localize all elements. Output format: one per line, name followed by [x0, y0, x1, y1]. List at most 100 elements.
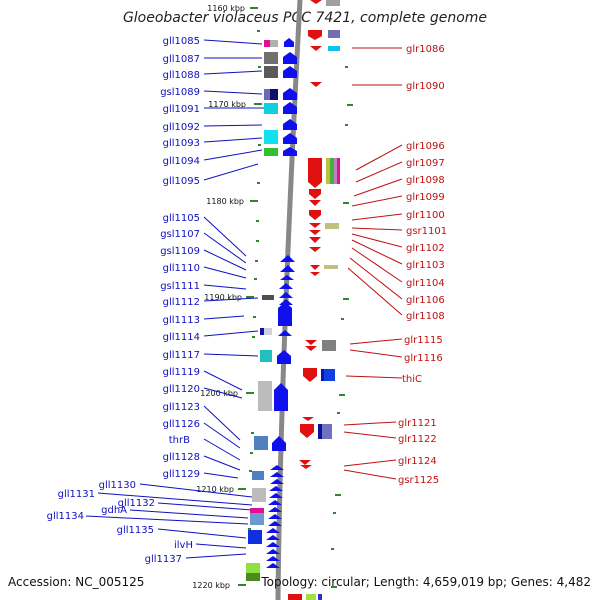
gene-label[interactable]: gll1132 — [118, 498, 155, 509]
gene-block — [326, 0, 340, 6]
gene-label[interactable]: glr1096 — [406, 141, 445, 152]
minor-tick — [345, 66, 348, 68]
gene-block — [262, 295, 274, 300]
gene-label[interactable]: glr1124 — [398, 456, 437, 467]
gene-label[interactable]: gll1112 — [163, 297, 200, 308]
gene-label[interactable]: gll1119 — [163, 367, 200, 378]
gene-label[interactable]: gdhA — [101, 505, 127, 516]
gene-block — [334, 158, 337, 184]
leader-line — [349, 338, 403, 345]
gene-label[interactable]: glr1121 — [398, 418, 437, 429]
gene-label[interactable]: gll1137 — [145, 554, 182, 565]
gene-block — [264, 52, 278, 64]
right-leader-lines — [343, 47, 403, 480]
gene-label[interactable]: glr1086 — [406, 44, 445, 55]
gene-label[interactable]: gll1088 — [163, 70, 200, 81]
gene-label[interactable]: gll1129 — [163, 469, 200, 480]
gene-label[interactable]: glr1122 — [398, 434, 437, 445]
leader-line — [343, 431, 397, 439]
gene-label[interactable]: glr1090 — [406, 81, 445, 92]
gene-label[interactable]: gsr1101 — [406, 226, 447, 237]
gene-label[interactable]: gll1120 — [163, 384, 200, 395]
gene-label[interactable]: gll1123 — [163, 402, 200, 413]
gene-arrow — [283, 52, 297, 64]
leader-line — [85, 515, 249, 525]
gene-label[interactable]: glr1099 — [406, 192, 445, 203]
gene-block — [250, 513, 264, 525]
gene-block — [260, 350, 272, 362]
leader-line — [203, 90, 263, 95]
gene-label[interactable]: gll1135 — [117, 525, 154, 536]
gene-arrow — [308, 30, 322, 40]
gene-arrow — [277, 350, 291, 364]
leader-line — [185, 553, 247, 559]
gene-block — [324, 265, 338, 269]
gene-label[interactable]: ilvH — [174, 540, 193, 551]
leader-line — [351, 239, 403, 265]
gene-arrow — [279, 299, 293, 305]
gene-label[interactable]: glr1103 — [406, 260, 445, 271]
leader-line — [203, 438, 241, 461]
gene-block — [270, 89, 278, 100]
gene-label[interactable]: gll1092 — [163, 122, 200, 133]
gene-arrow — [303, 368, 317, 382]
gene-label[interactable]: gsl1107 — [160, 229, 200, 240]
gene-arrow — [266, 542, 280, 547]
gene-label[interactable]: gll1126 — [163, 419, 200, 430]
gene-arrow — [278, 302, 292, 326]
gene-label[interactable]: glr1116 — [404, 353, 443, 364]
leader-line — [203, 216, 247, 257]
gene-block — [264, 148, 278, 156]
gene-arrow — [268, 521, 282, 526]
gene-label[interactable]: gll1091 — [163, 104, 200, 115]
gene-label[interactable]: thrB — [169, 435, 190, 446]
gene-label[interactable]: glr1097 — [406, 158, 445, 169]
leader-line — [203, 284, 247, 290]
gene-label[interactable]: gll1110 — [163, 263, 200, 274]
gene-label[interactable]: glr1098 — [406, 175, 445, 186]
gene-label[interactable]: gll1085 — [163, 36, 200, 47]
gene-block — [321, 369, 324, 381]
gene-arrow — [283, 133, 297, 144]
gene-label[interactable]: glr1100 — [406, 210, 445, 221]
gene-block — [322, 424, 332, 439]
gene-label[interactable]: gll1113 — [163, 315, 200, 326]
gene-label[interactable]: gll1130 — [99, 480, 136, 491]
gene-label[interactable]: glr1102 — [406, 243, 445, 254]
minor-tick — [331, 586, 337, 588]
gene-label[interactable]: gll1117 — [163, 350, 200, 361]
gene-arrow — [266, 528, 280, 533]
gene-label[interactable]: thiC — [402, 374, 422, 385]
gene-label[interactable]: gll1134 — [47, 511, 84, 522]
gene-label[interactable]: gsl1111 — [160, 281, 200, 292]
gene-label[interactable]: glr1104 — [406, 278, 445, 289]
gene-label[interactable]: gsl1109 — [160, 246, 200, 257]
gene-label[interactable]: gsl1089 — [160, 87, 200, 98]
gene-block — [246, 563, 260, 573]
gene-label[interactable]: gll1093 — [163, 138, 200, 149]
minor-tick — [345, 124, 348, 126]
gene-label[interactable]: gll1105 — [163, 213, 200, 224]
gene-label[interactable]: glr1108 — [406, 311, 445, 322]
gene-arrow — [283, 88, 297, 100]
gene-label[interactable]: gll1087 — [163, 54, 200, 65]
minor-tick — [256, 220, 259, 222]
right-strand-genes — [288, 0, 340, 600]
minor-tick — [343, 202, 349, 204]
left-leader-lines — [85, 39, 264, 559]
gene-label[interactable]: gsr1125 — [398, 475, 439, 486]
gene-label[interactable]: gll1095 — [163, 176, 200, 187]
gene-arrow — [274, 383, 288, 411]
leader-line — [157, 502, 253, 511]
minor-tick — [333, 512, 336, 514]
right-gene-labels: glr1086 glr1090 glr1096 glr1097 glr1098 … — [398, 44, 447, 486]
gene-label[interactable]: glr1115 — [404, 335, 443, 346]
gene-label[interactable]: gll1128 — [163, 452, 200, 463]
gene-label[interactable]: gll1114 — [163, 332, 200, 343]
leader-line — [347, 267, 403, 316]
gene-label[interactable]: gll1131 — [58, 489, 95, 500]
gene-label[interactable]: gll1094 — [163, 156, 200, 167]
gene-label[interactable]: glr1106 — [406, 295, 445, 306]
leader-line — [195, 543, 247, 549]
